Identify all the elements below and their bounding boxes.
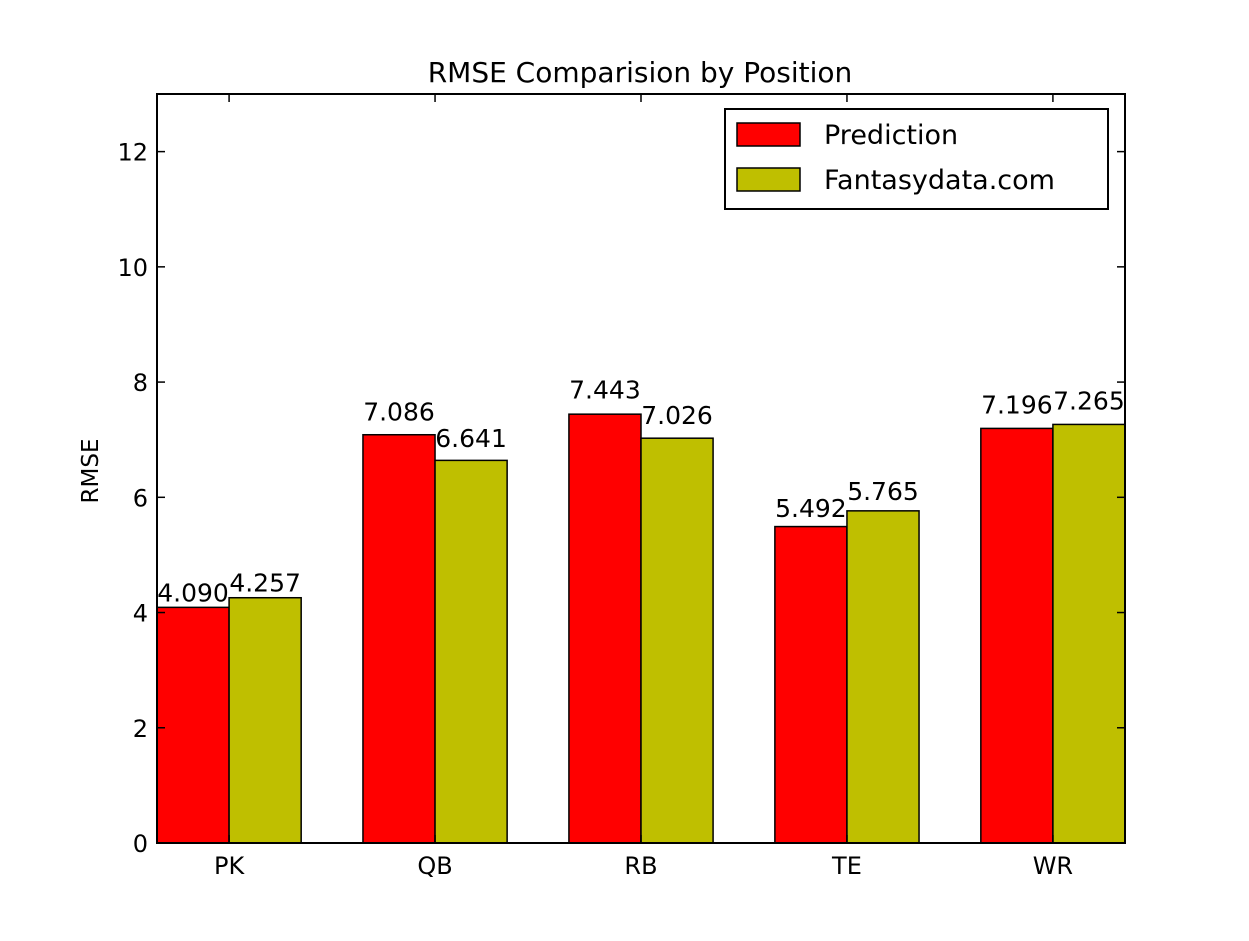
ticks-layer: [157, 94, 1125, 844]
x-tick-label: TE: [831, 852, 862, 880]
bar-prediction-rb: [568, 413, 642, 844]
tick-labels-layer: 0 2 4 6 8 10 12 PK QB RB TE WR: [117, 139, 1073, 880]
legend-label-fantasydata: Fantasydata.com: [824, 165, 1055, 196]
bar-value-label: 7.196: [981, 391, 1053, 420]
x-tick-label: QB: [417, 852, 452, 880]
y-tick-label: 0: [133, 830, 148, 858]
bar-prediction-te: [774, 525, 848, 844]
x-tick-label: PK: [214, 852, 245, 880]
y-tick-label: 10: [117, 254, 148, 282]
y-tick-label: 8: [133, 369, 148, 397]
legend-swatch-prediction: [736, 122, 801, 147]
legend-label-prediction: Prediction: [824, 120, 958, 151]
bar-fantasydata-com-qb: [434, 459, 508, 844]
x-tick-label: RB: [624, 852, 657, 880]
bar-value-label: 7.086: [363, 397, 435, 426]
bar-prediction-qb: [362, 433, 436, 844]
bar-value-label: 7.026: [641, 401, 713, 430]
bar-value-label: 7.265: [1053, 386, 1125, 415]
bar-value-label: 4.257: [229, 568, 301, 597]
bar-value-label: 6.641: [435, 424, 507, 453]
y-axis-label: RMSE: [78, 439, 104, 504]
bars-layer: [156, 413, 1126, 844]
y-tick-label: 12: [117, 139, 148, 167]
bar-prediction-pk: [156, 606, 230, 844]
legend-swatch-fantasydata: [736, 167, 801, 192]
bar-fantasydata-com-wr: [1052, 423, 1126, 844]
bar-value-label: 7.443: [569, 376, 641, 405]
y-tick-label: 2: [133, 715, 148, 743]
bar-value-label: 5.765: [847, 477, 919, 506]
chart-title: RMSE Comparision by Position: [428, 56, 853, 89]
bar-fantasydata-com-te: [846, 510, 920, 844]
y-tick-label: 4: [133, 600, 148, 628]
bar-fantasydata-com-pk: [228, 596, 302, 844]
legend: Prediction Fantasydata.com: [724, 108, 1109, 210]
y-tick-label: 6: [133, 484, 148, 512]
bar-value-label: 4.090: [157, 579, 229, 608]
bar-labels-layer: 4.090 7.086 7.443 5.492 7.196 4.257 6.641 7.026…: [157, 376, 1124, 608]
bar-value-label: 5.492: [775, 494, 847, 523]
x-tick-label: WR: [1033, 852, 1073, 880]
bar-prediction-wr: [980, 427, 1054, 844]
bar-fantasydata-com-rb: [640, 437, 714, 844]
